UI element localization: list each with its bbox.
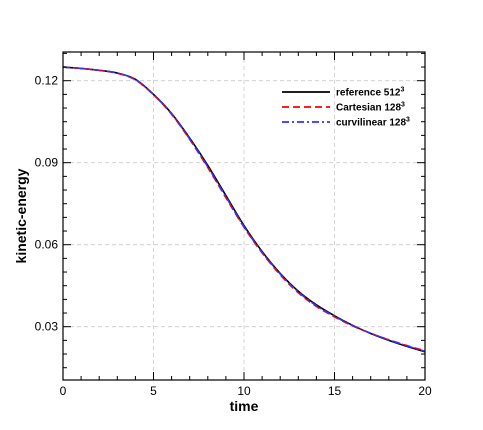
legend-label-superscript: 3 [406,117,410,124]
legend-label-reference-512: reference 5123 [336,87,405,99]
y-tick-label: 0.03 [35,320,59,334]
y-tick-labels: 0.03 0.06 0.09 0.12 [35,74,59,334]
legend-label-superscript: 3 [401,87,405,94]
legend-label-text: curvilinear 128 [336,118,406,129]
legend-label-cartesian-128: Cartesian 1283 [336,102,405,114]
legend-label-curvilinear-128: curvilinear 1283 [336,117,410,129]
legend-label-superscript: 3 [401,102,405,109]
legend-label-text: Cartesian 128 [336,103,401,114]
axis-ticks [62,52,426,380]
x-tick-label: 10 [237,384,251,398]
x-tick-labels: 0 5 10 15 20 [60,384,432,398]
y-tick-label: 0.12 [35,74,59,88]
x-tick-label: 15 [328,384,342,398]
x-tick-label: 0 [60,384,67,398]
series-line-curvilinear-128 [62,66,426,353]
x-axis-title: time [230,398,259,414]
series-lines [62,66,426,353]
y-tick-label: 0.09 [35,156,59,170]
legend-label-text: reference 512 [336,88,401,99]
y-axis-title: kinetic-energy [13,168,29,263]
x-tick-label: 5 [150,384,157,398]
x-tick-label: 20 [418,384,432,398]
y-tick-label: 0.06 [35,238,59,252]
